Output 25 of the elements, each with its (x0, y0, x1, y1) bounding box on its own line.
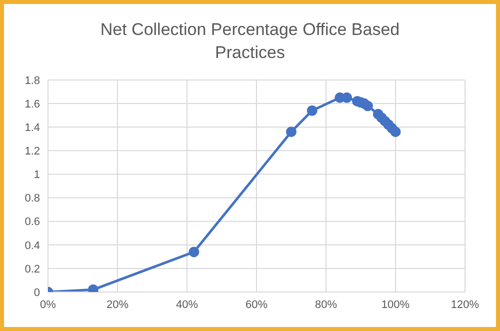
y-tick-label: 1.8 (24, 74, 40, 87)
y-tick-label: 0.6 (24, 216, 40, 228)
x-tick-label: 20% (106, 298, 129, 311)
point (342, 92, 352, 103)
point (306, 105, 318, 116)
chart-title: Net Collection Percentage Office Based Practices (99, 19, 401, 64)
y-tick-label: 0.4 (24, 240, 40, 252)
x-tick-label: 0% (40, 298, 56, 311)
x-tick-label: 100% (381, 298, 410, 311)
x-tick-label: 120% (450, 298, 480, 311)
point (188, 246, 200, 258)
y-tick-label: 0.8 (24, 192, 40, 205)
y-tick-label: 1.2 (24, 146, 40, 158)
x-tick-label: 60% (245, 298, 268, 311)
x-tick-label: 80% (314, 298, 338, 311)
point (88, 284, 98, 292)
point (286, 126, 296, 138)
y-tick-label: 1 (34, 169, 40, 182)
x-tick-label: 40% (176, 298, 198, 311)
point (390, 126, 401, 138)
y-tick-label: 0 (34, 286, 40, 299)
point (362, 100, 373, 112)
y-tick-label: 1.4 (24, 122, 40, 134)
y-tick-label: 0.2 (24, 263, 40, 276)
y-tick-label: 1.6 (24, 98, 40, 110)
